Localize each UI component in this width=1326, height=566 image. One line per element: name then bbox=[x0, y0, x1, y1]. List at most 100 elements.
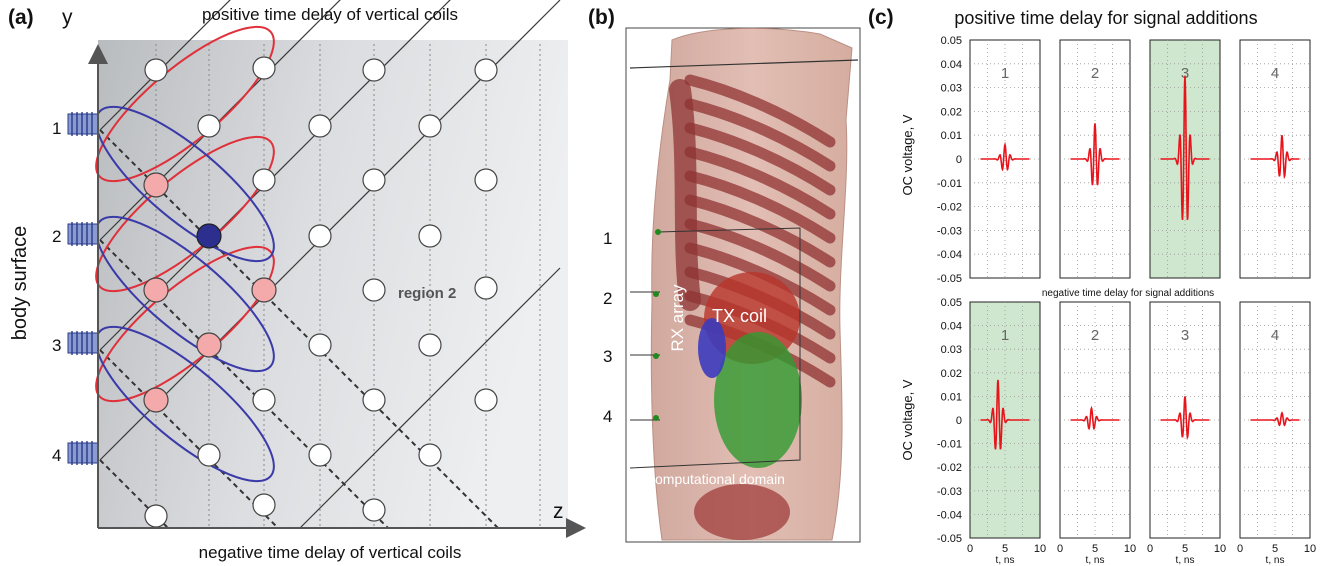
x-tick-3-0: 0 bbox=[1237, 543, 1243, 555]
pink-node-4 bbox=[143, 387, 169, 413]
y-axis-letter: y bbox=[62, 6, 73, 29]
white-node-21 bbox=[418, 443, 442, 467]
panel-c: (c) positive time delay for signal addit… bbox=[868, 6, 1316, 566]
y-tick-0-6: -0.01 bbox=[937, 178, 962, 190]
z-axis-letter: z bbox=[553, 500, 564, 523]
panel-b-tag: (b) bbox=[588, 6, 615, 29]
coil-ellipse-5 bbox=[95, 325, 275, 483]
signal-panel-1-3: 4 0 5 10 t, ns bbox=[1237, 301, 1316, 566]
coil-marker-1 bbox=[655, 229, 661, 235]
y-tick-0-2: 0.03 bbox=[941, 83, 962, 95]
x-tick-1-0: 0 bbox=[1057, 543, 1063, 555]
white-node-12 bbox=[362, 278, 386, 302]
signal-trace-1-2 bbox=[1160, 396, 1210, 441]
white-node-5 bbox=[308, 114, 332, 138]
liver-organ bbox=[714, 332, 802, 468]
white-node-15 bbox=[418, 333, 442, 357]
signal-trace-0-2 bbox=[1160, 75, 1210, 221]
rib-1 bbox=[684, 98, 836, 172]
coil-icon-1 bbox=[67, 112, 99, 136]
spine bbox=[669, 79, 701, 311]
y-tick-1-2: 0.03 bbox=[941, 344, 962, 356]
x-tick-3-2: 10 bbox=[1304, 543, 1316, 555]
white-node-19 bbox=[197, 443, 221, 467]
rib-7 bbox=[684, 242, 836, 316]
dashed-diagonal-3 bbox=[99, 459, 169, 529]
white-node-24 bbox=[362, 498, 386, 522]
signal-panel-0-3: 4 bbox=[1239, 39, 1311, 279]
lower-organ bbox=[694, 484, 790, 540]
y-tick-0-5: 0 bbox=[956, 154, 962, 166]
pink-node-1 bbox=[143, 277, 169, 303]
white-node-23 bbox=[144, 504, 168, 528]
y-tick-0-7: -0.02 bbox=[937, 202, 962, 214]
computational-domain-label: computational domain bbox=[648, 471, 785, 487]
panel-a-top-title: positive time delay of vertical coils bbox=[202, 5, 458, 24]
x-tick-2-2: 10 bbox=[1214, 543, 1226, 555]
pink-node-3 bbox=[251, 277, 277, 303]
panel-c-y-ticks: 0.05 0.04 0.03 0.02 0.01 0 -0.01 -0.02 -0.03 -0.0… bbox=[937, 35, 962, 545]
y-tick-1-9: -0.04 bbox=[937, 509, 962, 521]
x-label-1: t, ns bbox=[1086, 555, 1105, 566]
array-number-4: 4 bbox=[603, 407, 612, 426]
x-label-0: t, ns bbox=[996, 555, 1015, 566]
y-tick-0-9: -0.04 bbox=[937, 249, 962, 261]
signal-panel-label-1-2: 3 bbox=[1181, 327, 1189, 344]
white-node-4 bbox=[197, 114, 221, 138]
rib-3 bbox=[684, 146, 836, 220]
x-tick-1-1: 5 bbox=[1092, 543, 1098, 555]
panel-a: (a) y positive time delay of vertical co… bbox=[8, 0, 586, 562]
panel-a-background bbox=[98, 40, 568, 528]
white-node-8 bbox=[362, 168, 386, 192]
domain-top-line bbox=[629, 59, 859, 69]
y-tick-1-6: -0.01 bbox=[937, 439, 962, 451]
y-tick-0-10: -0.05 bbox=[937, 273, 962, 285]
signal-panel-label-1-0: 1 bbox=[1001, 327, 1009, 344]
solid-diagonal-0 bbox=[99, 0, 231, 131]
signal-trace-0-3 bbox=[1250, 135, 1300, 180]
y-tick-0-1: 0.04 bbox=[941, 59, 962, 71]
y-tick-1-3: 0.02 bbox=[941, 368, 962, 380]
computational-domain-box bbox=[629, 227, 801, 469]
x-tick-0-1: 5 bbox=[1002, 543, 1008, 555]
coil-label-4: 4 bbox=[52, 446, 61, 465]
coil-icon-2 bbox=[67, 222, 99, 246]
y-tick-0-0: 0.05 bbox=[941, 35, 962, 47]
signal-panel-0-2: 3 bbox=[1149, 39, 1221, 279]
y-label-top: OC voltage, V bbox=[900, 114, 915, 195]
white-node-7 bbox=[252, 168, 276, 192]
rib-6 bbox=[684, 218, 836, 292]
white-node-18 bbox=[474, 388, 498, 412]
coil-label-3: 3 bbox=[52, 336, 61, 355]
white-node-11 bbox=[418, 224, 442, 248]
y-tick-0-3: 0.02 bbox=[941, 106, 962, 118]
rx-array-coils bbox=[698, 318, 726, 378]
white-node-3 bbox=[474, 58, 498, 82]
array-number-2: 2 bbox=[603, 289, 612, 308]
white-node-17 bbox=[362, 388, 386, 412]
white-node-9 bbox=[474, 168, 498, 192]
signal-panel-label-1-3: 4 bbox=[1271, 327, 1279, 344]
y-tick-1-0: 0.05 bbox=[941, 297, 962, 309]
array-number-1: 1 bbox=[603, 229, 612, 248]
y-tick-1-7: -0.02 bbox=[937, 462, 962, 474]
coil-label-1: 1 bbox=[52, 119, 61, 138]
signal-panel-label-0-2: 3 bbox=[1181, 65, 1189, 82]
pink-node-2 bbox=[196, 332, 222, 358]
coil-ellipse-3 bbox=[95, 105, 275, 263]
dashed-diagonal-2 bbox=[99, 349, 279, 529]
x-tick-0-0: 0 bbox=[967, 543, 973, 555]
solid-diagonal-2 bbox=[99, 0, 451, 351]
signal-panel-label-1-1: 2 bbox=[1091, 327, 1099, 344]
rib-4 bbox=[684, 170, 836, 244]
signal-trace-0-0 bbox=[980, 141, 1030, 172]
y-tick-1-4: 0.01 bbox=[941, 391, 962, 403]
signal-panel-0-0: 1 bbox=[969, 39, 1041, 279]
coil-marker-4 bbox=[653, 415, 659, 421]
panel-a-tag: (a) bbox=[8, 6, 34, 29]
panel-a-circles bbox=[143, 56, 498, 528]
x-label-3: t, ns bbox=[1266, 555, 1285, 566]
white-node-10 bbox=[308, 224, 332, 248]
panel-c-top-title: positive time delay for signal additions bbox=[954, 8, 1257, 28]
